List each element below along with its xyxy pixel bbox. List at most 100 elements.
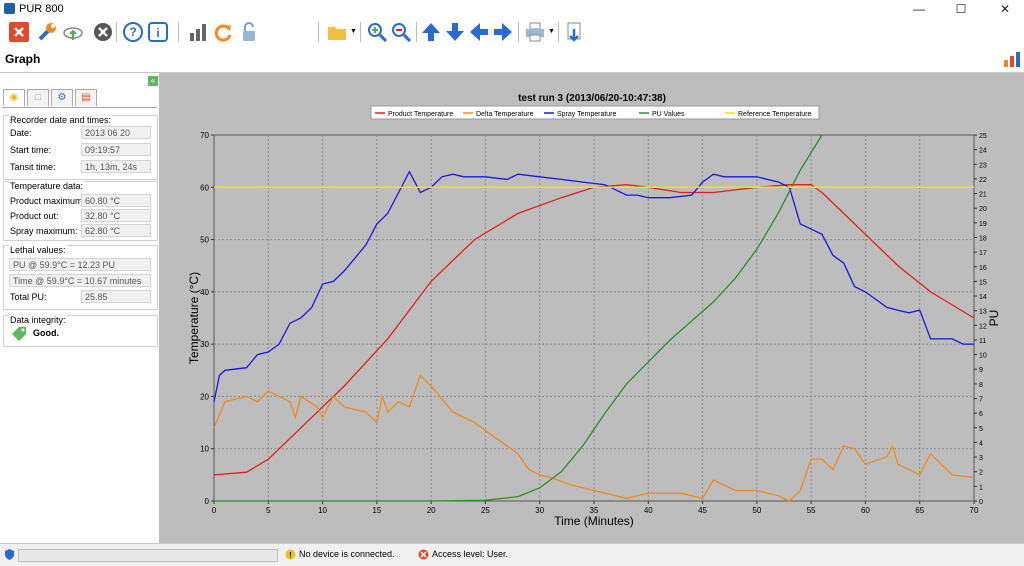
help-icon[interactable]: ? <box>122 21 144 43</box>
bar-chart-icon[interactable] <box>187 21 209 43</box>
series-line <box>213 374 975 502</box>
maximize-button[interactable]: ☐ <box>955 2 967 16</box>
chart-area: test run 3 (2013/06/20-10:47:38) Product… <box>160 73 1024 543</box>
lethal-group: Lethal values: PU @ 59.9°C = 12.23 PU Ti… <box>3 245 158 310</box>
plot-area <box>213 134 975 502</box>
tab-settings[interactable]: ⚙ <box>51 89 73 106</box>
page-title: Graph <box>5 52 41 66</box>
zoom-out-icon[interactable] <box>390 21 412 43</box>
y2-tick-label: 18 <box>979 235 987 242</box>
pu-field: PU @ 59.9°C = 12.23 PU <box>9 258 151 271</box>
info-icon[interactable]: i <box>147 21 169 43</box>
warning-icon: ! <box>285 549 296 560</box>
toolbar-separator <box>416 22 417 42</box>
toolbar-separator <box>178 22 179 42</box>
spray-max-label: Spray maximum: <box>10 226 78 236</box>
y2-tick-label: 14 <box>979 294 987 301</box>
arrow-down-icon[interactable] <box>444 21 466 43</box>
chart-title: test run 3 (2013/06/20-10:47:38) <box>518 93 666 104</box>
start-time-field: 09:19:57 <box>81 143 151 156</box>
y2-tick-label: 4 <box>979 440 983 447</box>
y2-tick-label: 10 <box>979 353 987 360</box>
wrench-icon[interactable] <box>36 21 58 43</box>
folder-dropdown-icon[interactable]: ▼ <box>350 28 357 35</box>
integrity-group: Data integrity: Good. <box>3 315 158 347</box>
x-tick-label: 65 <box>915 506 924 515</box>
date-field: 2013 06 20 <box>81 126 151 139</box>
y2-tick-label: 0 <box>979 499 983 506</box>
legend: Product Temperature Delta Temperature Spra… <box>370 105 820 120</box>
close-icon[interactable] <box>8 21 30 43</box>
y2-tick-label: 5 <box>979 426 983 433</box>
y-axis-label: Temperature (°C) <box>187 272 201 364</box>
y2-tick-label: 21 <box>979 192 987 199</box>
y-tick-label: 50 <box>200 236 209 245</box>
product-out-field: 32.80 °C <box>81 209 151 222</box>
export-icon[interactable] <box>564 21 586 43</box>
sidebar-tabs: ◉ □ ⚙ ▤ <box>2 89 157 108</box>
y2-tick-label: 6 <box>979 411 983 418</box>
app-icon <box>4 3 15 14</box>
tab-chart[interactable]: ▤ <box>75 89 97 106</box>
arrow-left-icon[interactable] <box>468 21 490 43</box>
y2-tick-label: 7 <box>979 397 983 404</box>
toolbar: ? i ▼ ▼ <box>0 18 1024 46</box>
total-pu-label: Total PU: <box>10 292 47 302</box>
cancel-icon[interactable] <box>92 21 114 43</box>
svg-text:i: i <box>156 26 159 40</box>
collapse-sidebar-icon[interactable]: « <box>148 76 158 86</box>
group-title: Data integrity: <box>9 315 67 325</box>
y2-tick-label: 9 <box>979 367 983 374</box>
date-label: Date: <box>10 128 32 138</box>
toolbar-separator <box>518 22 519 42</box>
group-title: Lethal values: <box>9 245 67 255</box>
tab-document[interactable]: □ <box>27 89 49 106</box>
page-header: Graph <box>0 46 1024 73</box>
refresh-icon[interactable] <box>212 21 234 43</box>
svg-text:!: ! <box>289 551 292 560</box>
temperature-chart: test run 3 (2013/06/20-10:47:38) Product… <box>187 93 1001 528</box>
device-status: No device is connected. <box>299 549 395 559</box>
product-max-field: 60.80 °C <box>81 194 151 207</box>
svg-text:?: ? <box>129 25 136 39</box>
zoom-in-icon[interactable] <box>366 21 388 43</box>
toolbar-separator <box>558 22 559 42</box>
legend-label: Spray Temperature <box>557 111 617 118</box>
y2-tick-label: 13 <box>979 309 987 316</box>
series-line <box>213 170 974 402</box>
unlock-icon[interactable] <box>238 21 260 43</box>
group-title: Recorder date and times: <box>9 115 113 125</box>
lightbulb-icon: ◉ <box>9 92 19 103</box>
print-icon[interactable] <box>524 21 546 43</box>
toolbar-separator <box>116 22 117 42</box>
transit-time-label: Tansit time: <box>10 162 56 172</box>
y2-tick-label: 12 <box>979 323 987 330</box>
spray-max-field: 62.80 °C <box>81 224 151 237</box>
y2-tick-label: 24 <box>979 148 987 155</box>
tab-lightbulb[interactable]: ◉ <box>3 89 25 106</box>
y2-tick-label: 19 <box>979 221 987 228</box>
x-tick-label: 45 <box>698 506 707 515</box>
y-tick-label: 70 <box>200 131 209 140</box>
recorder-group: Recorder date and times: Date: 2013 06 2… <box>3 115 158 180</box>
arrow-up-icon[interactable] <box>420 21 442 43</box>
x-tick-label: 0 <box>212 506 217 515</box>
progress-bar <box>18 549 278 562</box>
title-bar: PUR 800 — ☐ ✕ <box>0 0 1024 18</box>
chart-icon <box>1004 52 1020 67</box>
product-max-label: Product maximum: <box>10 196 86 206</box>
window-close-button[interactable]: ✕ <box>999 2 1011 16</box>
x-tick-label: 55 <box>807 506 816 515</box>
y2-tick-label: 15 <box>979 279 987 286</box>
tag-icon <box>12 327 26 341</box>
arrow-right-icon[interactable] <box>492 21 514 43</box>
x-tick-label: 30 <box>535 506 544 515</box>
x-tick-label: 60 <box>861 506 870 515</box>
y2-tick-label: 25 <box>979 133 987 140</box>
gear-icon: ⚙ <box>57 92 67 103</box>
folder-icon[interactable] <box>326 21 348 43</box>
minimize-button[interactable]: — <box>913 2 925 16</box>
series-line <box>213 184 975 476</box>
cloud-upload-icon[interactable] <box>62 21 84 43</box>
print-dropdown-icon[interactable]: ▼ <box>548 28 555 35</box>
